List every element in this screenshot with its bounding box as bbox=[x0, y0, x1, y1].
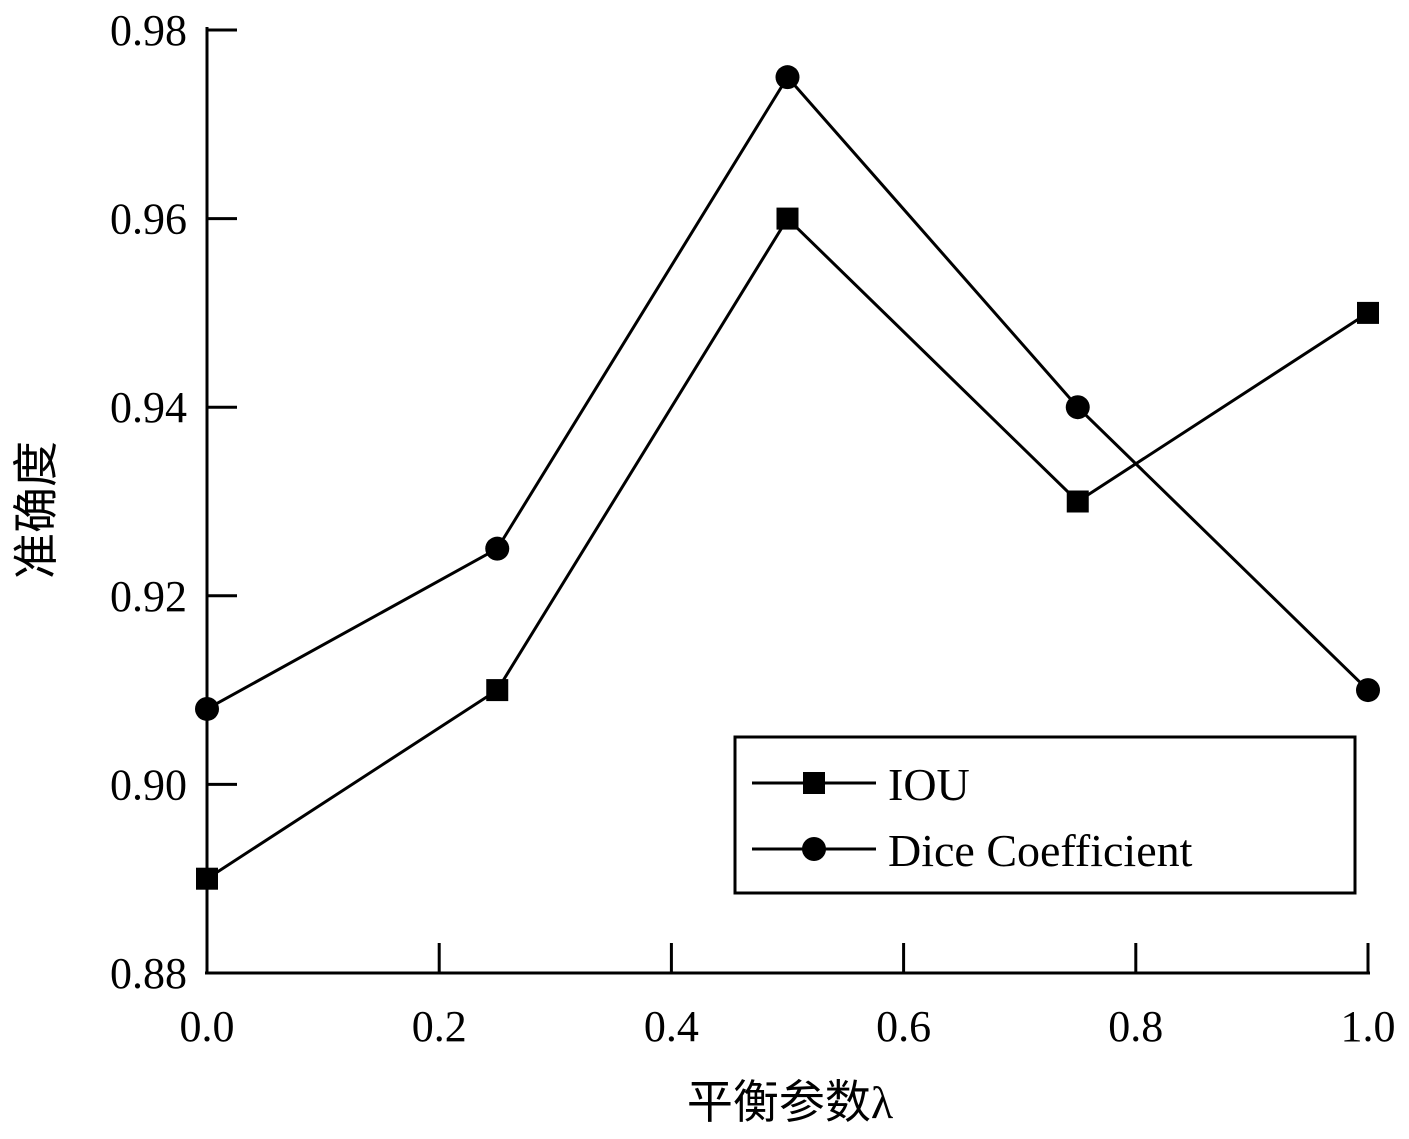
y-axis-title: 准确度 bbox=[11, 441, 62, 579]
y-tick-label: 0.92 bbox=[110, 572, 187, 621]
y-tick-label: 0.88 bbox=[110, 949, 187, 998]
data-point-iou bbox=[1357, 301, 1379, 324]
x-tick-label: 0.2 bbox=[412, 1002, 467, 1051]
series-iou bbox=[196, 207, 1379, 890]
series-line-dice bbox=[206, 74, 1370, 711]
y-tick-label: 0.90 bbox=[110, 760, 187, 809]
x-axis-ticks: 0.0 0.2 0.4 0.6 0.8 1.0 bbox=[180, 943, 1396, 1051]
x-tick-label: 1.0 bbox=[1341, 1002, 1396, 1051]
x-tick-label: 0.4 bbox=[644, 1002, 699, 1051]
data-point-dice bbox=[1065, 395, 1090, 420]
x-tick-label: 0.6 bbox=[876, 1002, 931, 1051]
axes bbox=[205, 27, 1370, 975]
x-tick-label: 0.0 bbox=[180, 1002, 235, 1051]
y-tick-label: 0.98 bbox=[110, 6, 187, 55]
series-dice bbox=[195, 65, 1380, 721]
data-point-dice bbox=[775, 65, 800, 90]
y-axis-ticks: 0.88 0.90 0.92 0.94 0.96 0.98 bbox=[110, 6, 237, 998]
x-tick-label: 0.8 bbox=[1108, 1002, 1163, 1051]
data-point-iou bbox=[776, 207, 799, 230]
series-layer bbox=[195, 65, 1380, 890]
legend: IOU Dice Coefficient bbox=[733, 735, 1357, 895]
data-point-iou bbox=[196, 867, 218, 890]
data-point-dice bbox=[195, 696, 219, 721]
data-point-dice bbox=[485, 536, 510, 561]
x-axis-title: 平衡参数λ bbox=[687, 1077, 894, 1128]
legend-marker-dice bbox=[802, 837, 826, 861]
y-tick-label: 0.94 bbox=[110, 383, 187, 432]
legend-label-dice: Dice Coefficient bbox=[888, 825, 1193, 876]
legend-box bbox=[733, 735, 1357, 895]
data-point-dice bbox=[1356, 678, 1380, 703]
legend-marker-iou bbox=[803, 772, 825, 794]
data-point-iou bbox=[1066, 490, 1089, 513]
y-tick-label: 0.96 bbox=[110, 195, 187, 244]
data-point-iou bbox=[486, 679, 509, 702]
legend-label-iou: IOU bbox=[888, 759, 970, 810]
